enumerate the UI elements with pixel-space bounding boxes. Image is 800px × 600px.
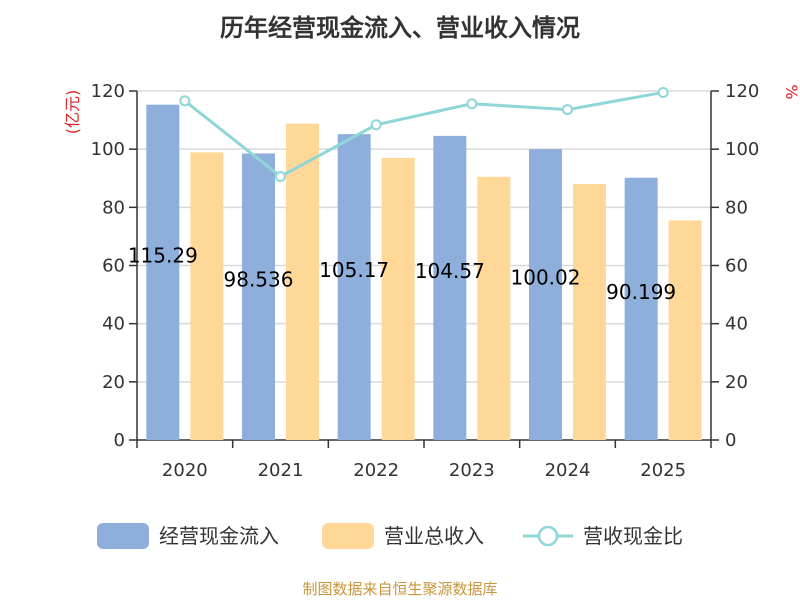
bar-revenue xyxy=(573,184,606,440)
legend-swatch-revenue xyxy=(322,523,374,549)
left-tick-label: 0 xyxy=(114,430,125,451)
right-tick-label: 60 xyxy=(725,256,748,277)
data-label: 90.199 xyxy=(606,280,676,304)
line-cash-revenue-ratio xyxy=(183,90,664,179)
data-label: 115.29 xyxy=(128,243,198,267)
bar-revenue xyxy=(190,152,224,440)
x-tick-label: 2025 xyxy=(640,460,686,481)
line-point xyxy=(179,95,191,107)
right-tick-label: 80 xyxy=(725,197,748,218)
right-tick-label: 0 xyxy=(725,430,736,451)
bar-cash-inflow xyxy=(433,135,467,440)
line-point xyxy=(562,104,573,116)
x-tick-label: 2024 xyxy=(545,460,591,481)
x-tick-label: 2021 xyxy=(258,460,304,481)
bar-revenue xyxy=(477,176,511,440)
legend-marker-ratio xyxy=(537,525,559,547)
bar-cash-inflow xyxy=(146,104,180,441)
bar-cash-inflow xyxy=(337,134,371,440)
right-axis-unit: % xyxy=(782,84,800,99)
left-tick-label: 80 xyxy=(102,197,125,218)
right-tick-label: 100 xyxy=(725,139,759,160)
line-point xyxy=(370,119,382,131)
left-tick-label: 60 xyxy=(102,256,125,277)
bar-cash-inflow xyxy=(529,149,562,440)
bar-cash-inflow xyxy=(624,177,658,440)
source-note: 制图数据来自恒生聚源数据库 xyxy=(302,580,498,598)
legend-label-cash-inflow: 经营现金流入 xyxy=(159,524,279,548)
right-tick-label: 120 xyxy=(725,81,759,102)
bar-revenue xyxy=(286,123,319,440)
data-label: 105.17 xyxy=(319,258,389,282)
data-label: 104.57 xyxy=(415,259,485,283)
legend-label-revenue: 营业总收入 xyxy=(384,524,484,548)
left-axis-unit: (亿元) xyxy=(63,90,82,135)
left-tick-label: 40 xyxy=(102,314,125,335)
legend-swatch-cash-inflow xyxy=(97,523,149,549)
line-point xyxy=(466,98,478,110)
bar-revenue xyxy=(668,220,702,440)
data-label: 100.02 xyxy=(511,266,581,290)
left-tick-label: 120 xyxy=(91,81,125,102)
line-point xyxy=(275,171,286,183)
chart-title: 历年经营现金流入、营业收入情况 xyxy=(220,14,580,42)
bar-revenue xyxy=(381,157,415,440)
bar-cash-inflow xyxy=(242,153,275,441)
x-tick-label: 2023 xyxy=(449,460,495,481)
data-label: 98.536 xyxy=(224,268,294,292)
right-tick-label: 40 xyxy=(725,314,748,335)
left-tick-label: 20 xyxy=(102,372,125,393)
x-tick-label: 2020 xyxy=(162,460,208,481)
x-tick-label: 2022 xyxy=(353,460,399,481)
legend-label-ratio: 营收现金比 xyxy=(583,524,683,548)
line-point xyxy=(657,86,669,98)
right-tick-label: 20 xyxy=(725,372,748,393)
left-tick-label: 100 xyxy=(91,139,125,160)
